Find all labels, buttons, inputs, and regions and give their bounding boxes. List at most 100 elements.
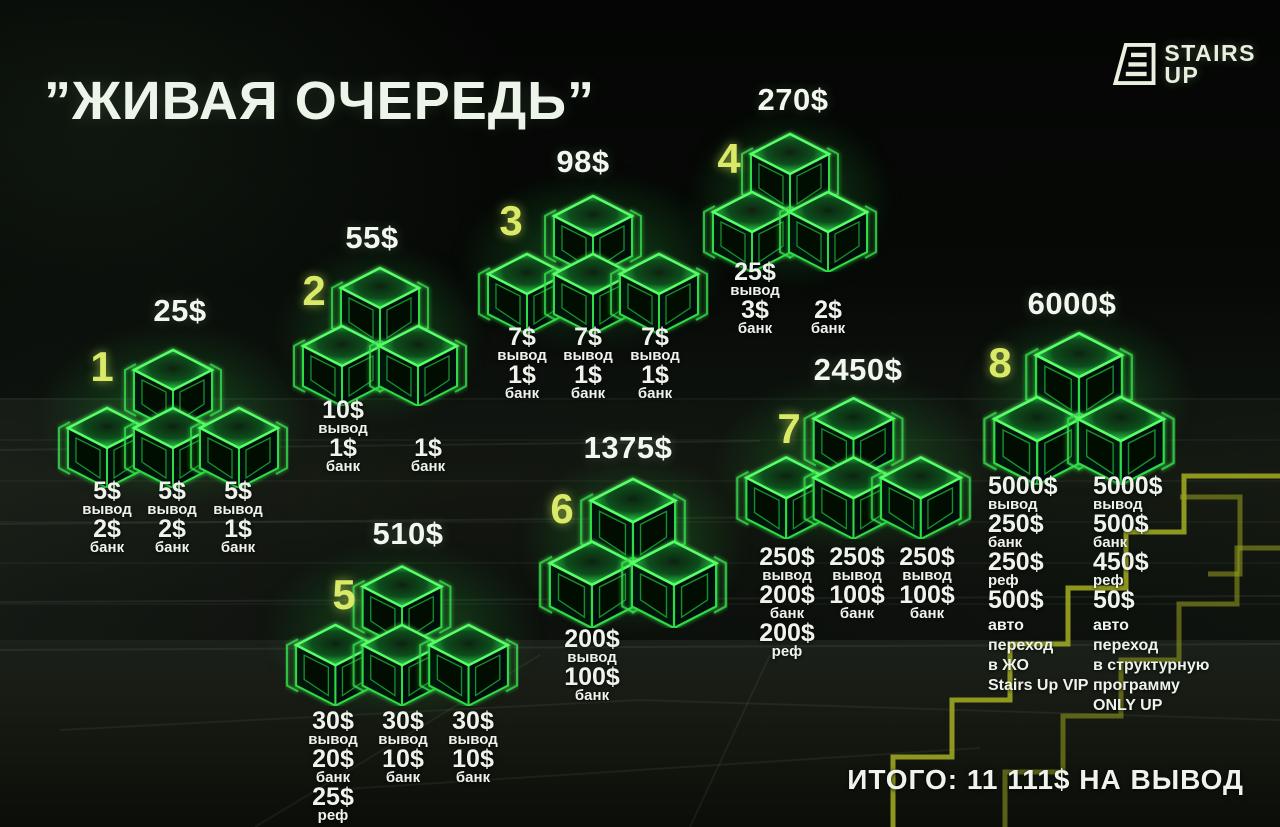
payout-amount: 2$ — [158, 515, 186, 543]
payout-label: банк — [220, 539, 256, 556]
payout-label: банк — [455, 769, 491, 786]
payout-entry: 450$ реф — [1093, 550, 1209, 589]
payout-amount: 25$ — [734, 258, 776, 286]
payout-entry: 2$ банк — [810, 298, 846, 337]
payout-entry: 200$ реф — [759, 621, 815, 660]
level-3-payout-column-2: 7$ вывод 1$ банк — [563, 325, 613, 402]
payout-entry: 7$ вывод — [497, 325, 547, 364]
payout-entry: 100$ банк — [899, 581, 955, 622]
payout-entry: 1$ банк — [497, 361, 547, 402]
payout-entry: 2$ банк — [82, 517, 132, 556]
payout-entry: 30$ вывод — [378, 707, 428, 748]
level-2-payout-column-2: 1$ банк — [411, 399, 445, 475]
payout-label: вывод — [563, 347, 613, 364]
payout-amount: 1$ — [641, 361, 669, 389]
level-3-payout-column-3: 7$ вывод 1$ банк — [630, 325, 680, 402]
payout-spacer — [811, 261, 845, 299]
payout-amount: 5$ — [158, 477, 186, 505]
level-2-number: 2 — [302, 267, 326, 314]
logo-text: STAIRS UP — [1164, 42, 1256, 87]
level-5-cubes — [285, 554, 519, 711]
payout-label: банк — [570, 385, 606, 402]
payout-amount: 250$ — [829, 543, 885, 571]
payout-entry: 200$ банк — [759, 583, 815, 622]
neon-cube — [872, 457, 970, 539]
payout-amount: 1$ — [574, 361, 602, 389]
payout-label: банк — [89, 539, 125, 556]
payout-label: вывод — [378, 731, 428, 748]
payout-label: вывод — [318, 420, 368, 437]
payout-amount: 1$ — [224, 515, 252, 543]
payout-label: банк — [574, 687, 610, 704]
level-1-payout-column-3: 5$ вывод 1$ банк — [213, 477, 263, 556]
level-5-number: 5 — [332, 571, 356, 618]
payout-label: реф — [317, 807, 349, 824]
level-2-payout-column-1: 10$ вывод 1$ банк — [318, 396, 368, 475]
level-2-price: 55$ — [345, 220, 399, 255]
payout-amount: 1$ — [508, 361, 536, 389]
payout-entry: 20$ банк — [308, 747, 358, 786]
payout-amount: 100$ — [564, 663, 620, 691]
level-5-payout-column-2: 30$ вывод 10$ банк — [378, 707, 428, 786]
payout-amount: 10$ — [322, 396, 364, 424]
payout-amount: 30$ — [312, 707, 354, 735]
level-1-price: 25$ — [153, 293, 207, 328]
payout-entry: 50$ авто переход в структурную программу … — [1093, 588, 1210, 716]
neon-cube — [611, 254, 707, 334]
payout-label: вывод — [730, 282, 780, 299]
payout-label: вывод — [147, 501, 197, 518]
payout-amount: 500$ — [1093, 510, 1149, 538]
level-7-payout-column-1: 250$ вывод 200$ банк 200$ реф — [759, 545, 815, 660]
level-7-number: 7 — [777, 405, 801, 452]
payout-entry: 25$ вывод — [730, 258, 780, 299]
payout-label: банк — [637, 385, 673, 402]
payout-amount: 1$ — [414, 434, 442, 462]
payout-entry: 7$ вывод — [563, 325, 613, 364]
payout-entry: 30$ вывод — [448, 709, 498, 748]
payout-label: банк — [839, 605, 875, 622]
neon-cube — [420, 625, 517, 706]
payout-entry: 200$ вывод — [564, 627, 620, 666]
payout-label: банк — [769, 605, 805, 622]
payout-entry: 100$ банк — [564, 663, 620, 704]
page-title: ”ЖИВАЯ ОЧЕРЕДЬ” — [44, 71, 596, 132]
payout-label: банк — [325, 458, 361, 475]
payout-entry: 250$ реф — [988, 550, 1088, 589]
payout-entry: 1$ банк — [563, 361, 613, 402]
level-5-price: 510$ — [372, 516, 444, 551]
payout-label: вывод — [213, 501, 263, 518]
payout-entry: 10$ вывод — [318, 396, 368, 437]
payout-entry: 7$ вывод — [630, 325, 680, 364]
level-4-number: 4 — [717, 135, 741, 182]
payout-amount: 5$ — [93, 477, 121, 505]
payout-amount: 5000$ — [1093, 472, 1163, 500]
level-8-price: 6000$ — [1027, 286, 1117, 321]
payout-entry: 500$ авто переход в ЖО Stairs Up VIP — [988, 588, 1089, 696]
payout-entry: 10$ банк — [448, 747, 498, 786]
stairs-logo-icon — [1113, 42, 1156, 86]
level-6-number: 6 — [550, 485, 574, 532]
payout-entry: 10$ банк — [378, 747, 428, 786]
level-7-cubes — [735, 386, 972, 544]
payout-amount: 100$ — [899, 581, 955, 609]
level-8-payout-column-1: 5000$ вывод 250$ банк 250$ реф 500$ авто перехо… — [988, 472, 1089, 698]
payout-entry: 250$ вывод — [829, 543, 885, 584]
payout-label: авто переход в структурную программу ONL… — [1093, 617, 1210, 714]
level-8-payout-column-2: 5000$ вывод 500$ банк 450$ реф 50$ авто переход… — [1093, 472, 1210, 718]
level-4-payout-column-1: 25$ вывод 3$ банк — [730, 258, 780, 337]
payout-entry: 5$ вывод — [147, 477, 197, 518]
payout-label: банк — [385, 769, 421, 786]
payout-amount: 30$ — [382, 707, 424, 735]
level-4-payout-column-2: 2$ банк — [811, 261, 845, 337]
level-5-payout-column-3: 30$ вывод 10$ банк — [448, 709, 498, 786]
payout-label: банк — [810, 320, 846, 337]
payout-entry: 250$ вывод — [899, 545, 955, 584]
payout-label: авто переход в ЖО Stairs Up VIP — [988, 617, 1089, 694]
payout-entry: 250$ вывод — [759, 545, 815, 584]
payout-label: вывод — [308, 731, 358, 748]
level-1-payout-column-1: 5$ вывод 2$ банк — [82, 477, 132, 556]
payout-amount: 5$ — [224, 477, 252, 505]
neon-cube — [191, 408, 287, 488]
payout-amount: 5000$ — [988, 472, 1058, 500]
level-6-price: 1375$ — [583, 430, 673, 465]
